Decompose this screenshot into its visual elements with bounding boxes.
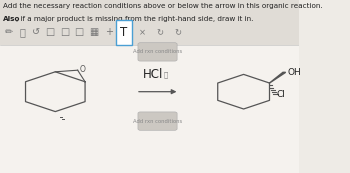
Text: □: □ (75, 27, 84, 37)
Text: Add rxn conditions: Add rxn conditions (133, 119, 182, 124)
Text: HCl: HCl (143, 68, 163, 81)
Text: ↻: ↻ (174, 28, 181, 37)
FancyBboxPatch shape (0, 45, 299, 173)
Text: Also: Also (3, 16, 20, 22)
FancyBboxPatch shape (138, 43, 177, 61)
Text: ⦾: ⦾ (20, 27, 25, 37)
Text: ×: × (139, 28, 146, 37)
Text: OH: OH (287, 68, 301, 77)
Text: Add the necessary reaction conditions above or below the arrow in this organic r: Add the necessary reaction conditions ab… (3, 3, 323, 10)
Text: Add rxn conditions: Add rxn conditions (133, 49, 182, 54)
FancyBboxPatch shape (0, 0, 299, 45)
Text: ▦: ▦ (90, 27, 99, 37)
Text: □: □ (60, 27, 69, 37)
Text: ↻: ↻ (156, 28, 163, 37)
FancyBboxPatch shape (116, 20, 132, 45)
Text: +: + (105, 27, 113, 37)
Text: O: O (80, 65, 86, 74)
Text: □: □ (45, 27, 54, 37)
FancyBboxPatch shape (138, 112, 177, 130)
Text: , if a major product is missing from the right-hand side, draw it in.: , if a major product is missing from the… (16, 16, 254, 22)
Text: 🗑: 🗑 (164, 71, 168, 78)
Text: ✏: ✏ (5, 27, 13, 37)
Text: ↺: ↺ (32, 27, 40, 37)
Text: T: T (120, 26, 128, 39)
Text: Cl: Cl (276, 90, 286, 99)
Polygon shape (270, 72, 286, 83)
